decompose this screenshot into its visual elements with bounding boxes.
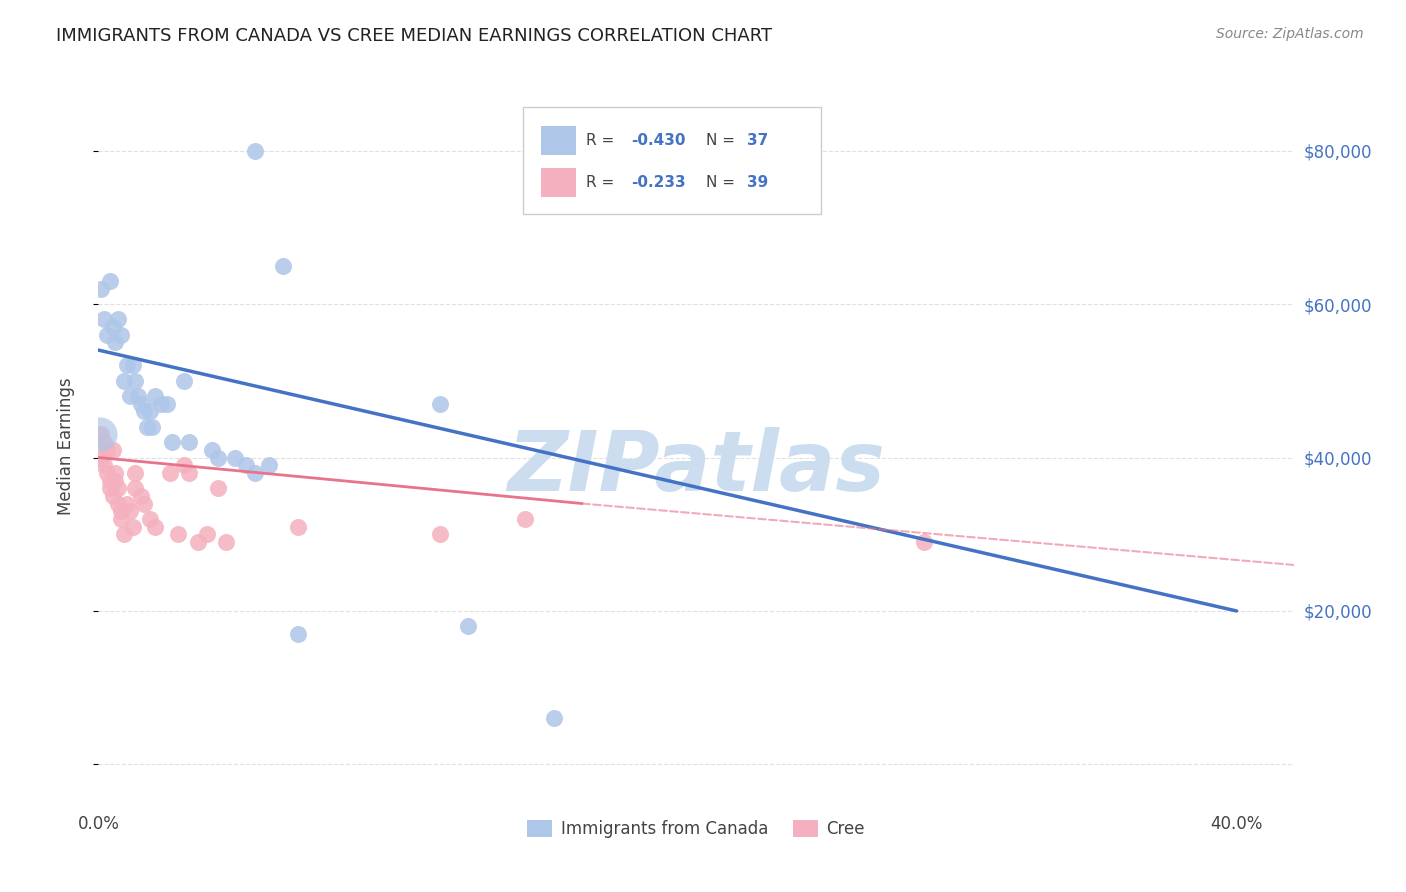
Text: IMMIGRANTS FROM CANADA VS CREE MEDIAN EARNINGS CORRELATION CHART: IMMIGRANTS FROM CANADA VS CREE MEDIAN EA… bbox=[56, 27, 772, 45]
Point bbox=[101, 442, 124, 457]
Point bbox=[121, 519, 143, 533]
Point bbox=[457, 619, 479, 633]
Point bbox=[96, 327, 118, 342]
Point bbox=[143, 389, 166, 403]
Bar bbox=[541, 169, 576, 197]
Point bbox=[101, 320, 124, 334]
Point bbox=[138, 512, 160, 526]
Text: -0.430: -0.430 bbox=[631, 133, 686, 148]
Point bbox=[127, 389, 149, 403]
Point bbox=[93, 312, 115, 326]
Point bbox=[115, 359, 138, 373]
Point bbox=[110, 512, 132, 526]
Y-axis label: Median Earnings: Median Earnings bbox=[56, 377, 75, 515]
Point bbox=[207, 481, 229, 495]
Point bbox=[107, 312, 129, 326]
Point bbox=[124, 466, 146, 480]
Point bbox=[89, 427, 111, 442]
Point bbox=[121, 359, 143, 373]
Point bbox=[201, 442, 224, 457]
Point bbox=[98, 481, 121, 495]
Point bbox=[224, 450, 246, 465]
Point bbox=[110, 504, 132, 518]
Point bbox=[104, 474, 127, 488]
Point bbox=[235, 458, 257, 473]
Text: -0.233: -0.233 bbox=[631, 175, 686, 190]
Point bbox=[162, 435, 184, 450]
Point bbox=[115, 497, 138, 511]
Point bbox=[912, 535, 935, 549]
Point bbox=[90, 427, 112, 442]
Text: N =: N = bbox=[706, 133, 740, 148]
Point bbox=[207, 450, 229, 465]
Point bbox=[129, 397, 152, 411]
Point bbox=[93, 435, 115, 450]
Point bbox=[159, 466, 181, 480]
Point bbox=[101, 489, 124, 503]
Point bbox=[96, 442, 118, 457]
Point bbox=[124, 374, 146, 388]
Text: R =: R = bbox=[586, 175, 619, 190]
Point bbox=[287, 519, 309, 533]
Text: 37: 37 bbox=[748, 133, 769, 148]
Legend: Immigrants from Canada, Cree: Immigrants from Canada, Cree bbox=[520, 813, 872, 845]
Point bbox=[110, 327, 132, 342]
Point bbox=[243, 466, 266, 480]
Text: ZIPatlas: ZIPatlas bbox=[508, 427, 884, 508]
Point bbox=[195, 527, 218, 541]
Point bbox=[515, 512, 537, 526]
Point bbox=[173, 374, 195, 388]
Point bbox=[132, 404, 155, 418]
Point bbox=[179, 435, 201, 450]
Point bbox=[112, 527, 135, 541]
Point bbox=[173, 458, 195, 473]
Text: R =: R = bbox=[586, 133, 619, 148]
Point bbox=[124, 481, 146, 495]
Point bbox=[429, 397, 451, 411]
Point bbox=[257, 458, 280, 473]
Point bbox=[90, 282, 112, 296]
Point bbox=[187, 535, 209, 549]
Point bbox=[138, 404, 160, 418]
Point bbox=[107, 497, 129, 511]
Point bbox=[96, 466, 118, 480]
Point bbox=[104, 466, 127, 480]
Point bbox=[179, 466, 201, 480]
Bar bbox=[541, 127, 576, 155]
Point bbox=[90, 450, 112, 465]
Point bbox=[273, 259, 295, 273]
Point bbox=[118, 389, 141, 403]
Point bbox=[135, 419, 157, 434]
Point bbox=[543, 711, 565, 725]
Point bbox=[132, 497, 155, 511]
Point bbox=[243, 144, 266, 158]
FancyBboxPatch shape bbox=[523, 107, 821, 214]
Point bbox=[104, 335, 127, 350]
Point bbox=[429, 527, 451, 541]
Point bbox=[167, 527, 190, 541]
Point bbox=[143, 519, 166, 533]
Point bbox=[118, 504, 141, 518]
Point bbox=[287, 627, 309, 641]
Point bbox=[215, 535, 238, 549]
Point bbox=[141, 419, 163, 434]
Text: N =: N = bbox=[706, 175, 740, 190]
Point bbox=[156, 397, 179, 411]
Text: Source: ZipAtlas.com: Source: ZipAtlas.com bbox=[1216, 27, 1364, 41]
Point bbox=[129, 489, 152, 503]
Point bbox=[98, 274, 121, 288]
Point bbox=[98, 474, 121, 488]
Point bbox=[150, 397, 173, 411]
Point bbox=[93, 458, 115, 473]
Point bbox=[107, 481, 129, 495]
Point bbox=[112, 374, 135, 388]
Text: 39: 39 bbox=[748, 175, 769, 190]
